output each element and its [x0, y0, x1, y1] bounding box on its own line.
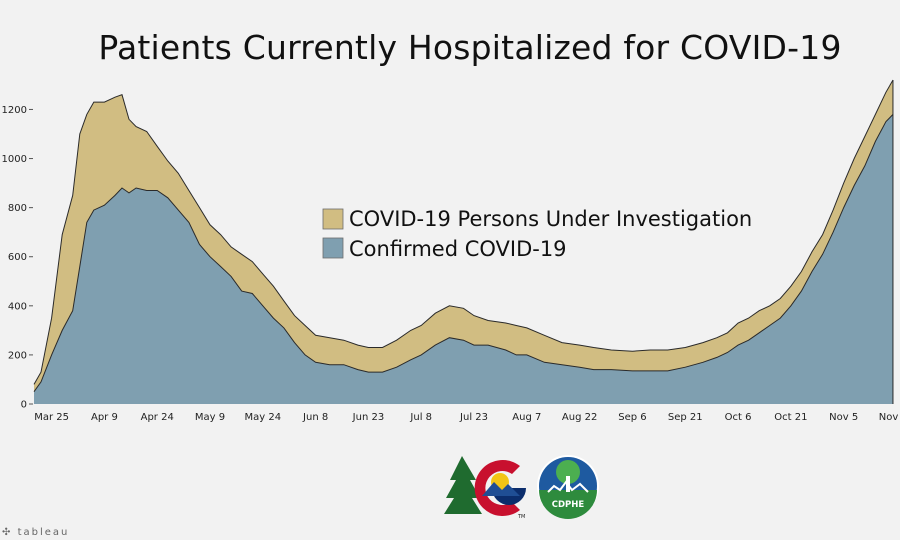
x-tick-label: Sep 21 — [668, 412, 703, 423]
y-tick-label: 600 — [8, 252, 27, 263]
x-tick-label: Jul 8 — [409, 412, 432, 423]
chart-legend: COVID-19 Persons Under Investigation Con… — [322, 207, 752, 261]
x-tick-label: Nov 20 — [879, 412, 900, 423]
y-tick-label: 200 — [8, 350, 27, 361]
legend-label-confirmed: Confirmed COVID-19 — [349, 237, 567, 261]
legend-swatch-pui — [322, 208, 344, 230]
cdphe-logo-icon[interactable]: CDPHE — [537, 455, 599, 519]
x-tick-label: Jul 23 — [459, 412, 488, 423]
y-tick-label: 800 — [8, 203, 27, 214]
x-tick-label: May 9 — [195, 412, 225, 423]
legend-swatch-confirmed — [322, 237, 344, 259]
legend-label-pui: COVID-19 Persons Under Investigation — [349, 207, 752, 231]
x-tick-label: Nov 5 — [829, 412, 858, 423]
colorado-logo-icon[interactable]: TM — [444, 456, 526, 520]
svg-text:CDPHE: CDPHE — [552, 500, 585, 510]
x-tick-label: May 24 — [245, 412, 282, 423]
y-axis: 0 200 400 600 800 1000 1200 — [2, 105, 33, 411]
y-tick-label: 1000 — [2, 154, 27, 165]
x-tick-label: Jun 8 — [302, 412, 328, 423]
x-tick-label: Apr 9 — [91, 412, 118, 423]
y-tick-label: 1200 — [2, 105, 27, 116]
tableau-brand-text: tableau — [17, 527, 70, 538]
svg-text:TM: TM — [517, 514, 525, 520]
x-tick-label: Aug 22 — [562, 412, 597, 423]
y-tick-label: 0 — [21, 400, 27, 411]
x-tick-label: Aug 7 — [512, 412, 541, 423]
tableau-logo-icon: ✣ — [2, 527, 13, 538]
x-tick-label: Apr 24 — [141, 412, 174, 423]
series-line-total — [33, 79, 894, 385]
tableau-footer[interactable]: ✣ tableau — [2, 527, 69, 538]
x-tick-label: Sep 6 — [618, 412, 646, 423]
x-tick-label: Oct 21 — [774, 412, 807, 423]
logos: TM CDPHE — [444, 455, 599, 520]
series-area-confirmed — [34, 114, 893, 405]
series-line-confirmed — [33, 114, 894, 392]
chart-title: Patients Currently Hospitalized for COVI… — [98, 28, 842, 67]
x-tick-label: Mar 25 — [34, 412, 69, 423]
x-axis: Mar 25 Apr 9 Apr 24 May 9 May 24 Jun 8 Jun 23 J… — [34, 412, 900, 423]
x-tick-label: Oct 6 — [725, 412, 752, 423]
series-area-pui — [34, 80, 893, 392]
y-tick-label: 400 — [8, 301, 27, 312]
area-layer — [33, 79, 894, 405]
x-tick-label: Jun 23 — [352, 412, 385, 423]
